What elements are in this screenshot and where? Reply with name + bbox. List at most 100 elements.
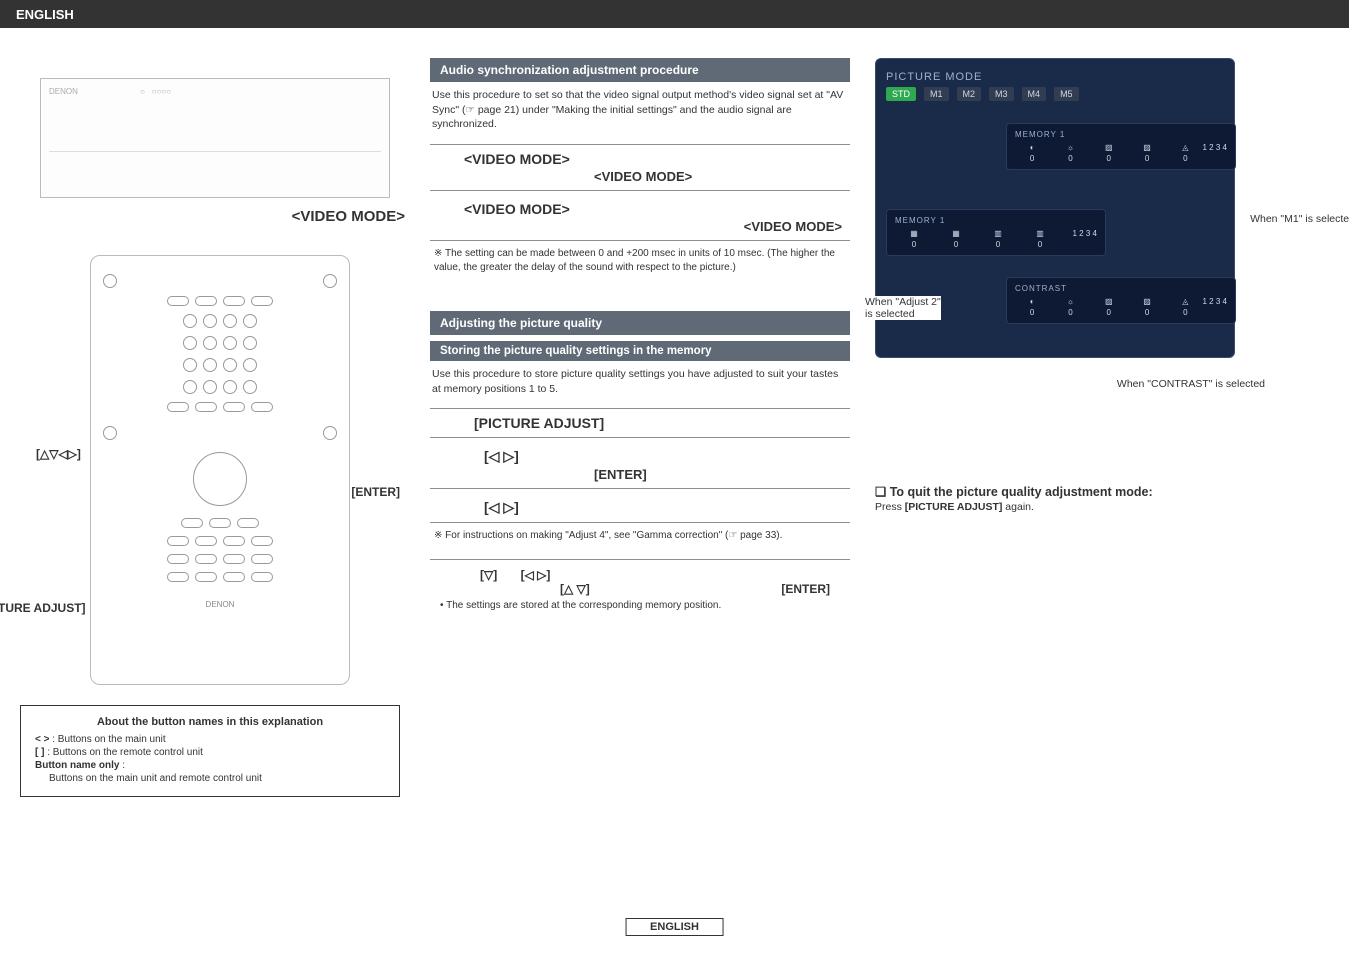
sharpness-icon: ▨ [1105, 143, 1113, 152]
osd-tab-std: STD [886, 87, 916, 101]
picture-step-3: [◁ ▷] [430, 493, 850, 523]
contrast-icon: ◐ [1030, 297, 1035, 306]
tint-icon: ▨ [1143, 143, 1151, 152]
osd-tab-m4: M4 [1022, 87, 1047, 101]
osd-memory2-panel: MEMORY 1 1 2 3 4 ▦0 ▦0 ▥0 ▥0 [886, 209, 1106, 256]
callout-adj2: When "Adjust 2" is selected [865, 296, 941, 320]
mem2-n2: 2 [1079, 229, 1083, 238]
remote-cursor-label: [△▽◁▷] [36, 447, 81, 461]
osd-mem1-title: MEMORY 1 [1015, 130, 1227, 139]
quit-body-a: Press [875, 501, 905, 513]
video-mode-label: <VIDEO MODE> [20, 208, 405, 225]
mem1-v4: 0 [1145, 154, 1149, 163]
explain-txt-remote: : Buttons on the remote control unit [47, 747, 203, 758]
column-middle: Audio synchronization adjustment procedu… [430, 58, 850, 797]
p4-text: • The settings are stored at the corresp… [440, 600, 840, 611]
quit-body-c: again. [1002, 501, 1034, 513]
callout-contrast: When "CONTRAST" is selected [1117, 378, 1265, 390]
osd-tab-m2: M2 [957, 87, 982, 101]
mem2-v1: 0 [912, 240, 916, 249]
pstep2a: [◁ ▷] [434, 448, 846, 465]
con-n3: 3 [1216, 297, 1220, 306]
contrast-icon: ◐ [1030, 143, 1035, 152]
section-picture-quality-title: Adjusting the picture quality [430, 311, 850, 335]
quit-heading: To quit the picture quality adjustment m… [875, 484, 1295, 499]
p4-b: [◁ ▷] [521, 568, 551, 582]
mem1-n3: 3 [1216, 143, 1220, 152]
brightness-icon: ☼ [1067, 143, 1074, 152]
color-icon: ◬ [1182, 297, 1188, 306]
remote-brand: DENON [206, 600, 235, 609]
quit-body-b: [PICTURE ADJUST] [905, 501, 1003, 513]
mem1-v5: 0 [1183, 154, 1187, 163]
callout-adj2-a: When "Adjust 2" [865, 296, 941, 308]
picture-step-1: [PICTURE ADJUST] [430, 408, 850, 438]
explain-txt-mainunit: : Buttons on the main unit [52, 734, 165, 745]
button-explanation-box: About the button names in this explanati… [20, 705, 400, 797]
mem2-n4: 4 [1093, 229, 1097, 238]
remote-enter-label: [ENTER] [351, 485, 400, 499]
mem1-n4: 4 [1223, 143, 1227, 152]
explain-name-only: Button name only [35, 760, 119, 771]
p4-d: [ENTER] [781, 582, 830, 596]
osd-memory1-panel: MEMORY 1 1 2 3 4 ◐ 0 ☼ 0 ▨ 0 ▨ 0 ◬ 0 [1006, 123, 1236, 170]
con-n2: 2 [1209, 297, 1213, 306]
mem2-v2: 0 [954, 240, 958, 249]
mem1-v1: 0 [1030, 154, 1034, 163]
osd-contrast-panel: CONTRAST 1 2 3 4 ◐0 ☼0 ▨0 ▨0 ◬0 [1006, 277, 1236, 324]
step1-b: <VIDEO MODE> [474, 167, 846, 184]
column-right: PICTURE MODE STD M1 M2 M3 M4 M5 MEMORY 1… [875, 58, 1295, 797]
audio-sync-note: The setting can be made between 0 and +2… [434, 247, 846, 275]
con-n1: 1 [1202, 297, 1206, 306]
section-audio-sync-title: Audio synchronization adjustment procedu… [430, 58, 850, 82]
pstep3: [◁ ▷] [434, 499, 846, 516]
callout-adj2-b: is selected [865, 308, 915, 320]
explain-both: Buttons on the main unit and remote cont… [35, 773, 385, 784]
column-left: DENON ○ ○○○○ <VIDEO MODE> [20, 58, 420, 797]
osd-tab-m3: M3 [989, 87, 1014, 101]
explain-sym-angle: < > [35, 734, 49, 745]
explain-colon: : [122, 760, 125, 771]
adj-icon-4: ▥ [1036, 229, 1044, 238]
con-v5: 0 [1183, 308, 1187, 317]
mem1-n1: 1 [1202, 143, 1206, 152]
adj-icon-3: ▥ [994, 229, 1002, 238]
page-content: DENON ○ ○○○○ <VIDEO MODE> [0, 28, 1349, 827]
con-v1: 0 [1030, 308, 1034, 317]
pstep1: [PICTURE ADJUST] [434, 415, 846, 431]
sharpness-icon: ▨ [1105, 297, 1113, 306]
mem1-v3: 0 [1107, 154, 1111, 163]
quit-block: To quit the picture quality adjustment m… [875, 484, 1295, 513]
osd-contrast-title: CONTRAST [1015, 284, 1227, 293]
color-icon: ◬ [1182, 143, 1188, 152]
osd-tab-m5: M5 [1054, 87, 1079, 101]
adj-icon-2: ▦ [952, 229, 960, 238]
header-lang: ENGLISH [16, 7, 74, 22]
osd-picture-mode-title: PICTURE MODE [886, 71, 1224, 83]
mem1-n2: 2 [1209, 143, 1213, 152]
con-v3: 0 [1107, 308, 1111, 317]
header-bar: ENGLISH [0, 0, 1349, 28]
p4-c: [△ ▽] [560, 582, 590, 596]
mem2-n3: 3 [1086, 229, 1090, 238]
pstep2b: [ENTER] [474, 465, 846, 482]
device-illustration: DENON ○ ○○○○ [40, 78, 390, 198]
mem1-v2: 0 [1068, 154, 1072, 163]
osd-tabs: STD M1 M2 M3 M4 M5 [886, 87, 1224, 101]
mem2-n1: 1 [1072, 229, 1076, 238]
storing-body: Use this procedure to store picture qual… [432, 367, 848, 396]
remote-picture-adjust-label: [PICTURE ADJUST] [0, 601, 86, 615]
osd-tab-m1: M1 [924, 87, 949, 101]
picture-step-2: [◁ ▷] [ENTER] [430, 442, 850, 489]
p4-a: [▽] [480, 568, 497, 582]
con-n4: 4 [1223, 297, 1227, 306]
explain-sym-bracket: [ ] [35, 747, 44, 758]
con-v4: 0 [1145, 308, 1149, 317]
adj-icon-1: ▦ [910, 229, 918, 238]
step2-a: <VIDEO MODE> [434, 201, 570, 217]
brightness-icon: ☼ [1067, 297, 1074, 306]
footer-lang: ENGLISH [625, 918, 724, 936]
osd-mem2-title: MEMORY 1 [895, 216, 1097, 225]
step2-b: <VIDEO MODE> [474, 217, 846, 234]
remote-dpad-icon [193, 452, 247, 506]
